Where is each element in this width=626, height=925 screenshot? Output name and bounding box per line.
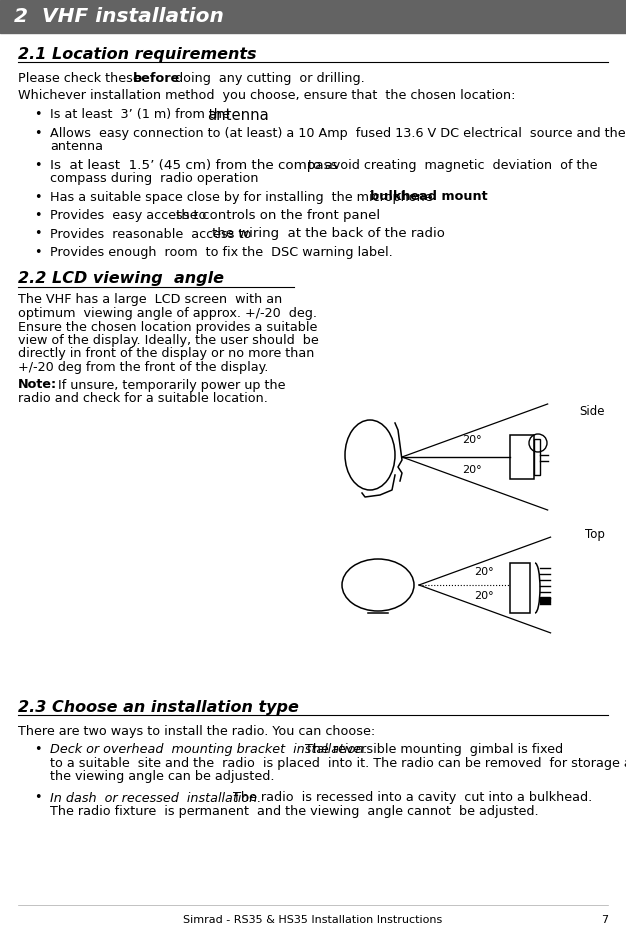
Text: 2  VHF installation: 2 VHF installation xyxy=(14,6,224,26)
Text: •: • xyxy=(34,209,41,222)
Text: The radio  is recessed into a cavity  cut into a bulkhead.: The radio is recessed into a cavity cut … xyxy=(225,792,592,805)
Text: 2.3 Choose an installation type: 2.3 Choose an installation type xyxy=(18,700,299,715)
Text: •: • xyxy=(34,246,41,259)
Text: view of the display. Ideally, the user should  be: view of the display. Ideally, the user s… xyxy=(18,334,319,347)
Text: antenna: antenna xyxy=(50,140,103,153)
Text: compass during  radio operation: compass during radio operation xyxy=(50,172,259,185)
Text: 2.1 Location requirements: 2.1 Location requirements xyxy=(18,47,257,62)
Text: Has a suitable space close by for installing  the microphone: Has a suitable space close by for instal… xyxy=(50,191,441,204)
Text: •: • xyxy=(34,792,41,805)
Text: •: • xyxy=(34,158,41,171)
Text: The reversible mounting  gimbal is fixed: The reversible mounting gimbal is fixed xyxy=(297,743,563,756)
Text: The VHF has a large  LCD screen  with an: The VHF has a large LCD screen with an xyxy=(18,293,282,306)
Text: the controls on the front panel: the controls on the front panel xyxy=(176,209,380,222)
Text: doing  any cutting  or drilling.: doing any cutting or drilling. xyxy=(167,72,365,85)
Text: There are two ways to install the radio. You can choose:: There are two ways to install the radio.… xyxy=(18,725,375,738)
Text: Note:: Note: xyxy=(18,378,57,391)
Text: Provides  reasonable  access to: Provides reasonable access to xyxy=(50,228,255,240)
Text: •: • xyxy=(34,743,41,756)
Text: Side: Side xyxy=(580,405,605,418)
Text: 2.2 LCD viewing  angle: 2.2 LCD viewing angle xyxy=(18,272,224,287)
Text: 20°: 20° xyxy=(462,465,481,475)
Text: the viewing angle can be adjusted.: the viewing angle can be adjusted. xyxy=(50,770,274,783)
Text: Is at least  3’ (1 m) from the: Is at least 3’ (1 m) from the xyxy=(50,108,238,121)
Text: The radio fixture  is permanent  and the viewing  angle cannot  be adjusted.: The radio fixture is permanent and the v… xyxy=(50,805,538,818)
Text: Whichever installation method  you choose, ensure that  the chosen location:: Whichever installation method you choose… xyxy=(18,89,515,102)
Text: +/-20 deg from the front of the display.: +/-20 deg from the front of the display. xyxy=(18,361,269,374)
Text: Top: Top xyxy=(585,528,605,541)
Text: 20°: 20° xyxy=(474,567,494,577)
Text: •: • xyxy=(34,191,41,204)
Text: to avoid creating  magnetic  deviation  of the: to avoid creating magnetic deviation of … xyxy=(300,158,597,171)
Text: before: before xyxy=(133,72,180,85)
Bar xyxy=(534,439,540,475)
Text: If unsure, temporarily power up the: If unsure, temporarily power up the xyxy=(50,378,285,391)
Text: directly in front of the display or no more than: directly in front of the display or no m… xyxy=(18,348,314,361)
Bar xyxy=(540,597,550,603)
Text: Please check these: Please check these xyxy=(18,72,145,85)
Text: •: • xyxy=(34,228,41,240)
Text: Deck or overhead  mounting bracket  installation.: Deck or overhead mounting bracket instal… xyxy=(50,743,367,756)
Text: to a suitable  site and the  radio  is placed  into it. The radio can be removed: to a suitable site and the radio is plac… xyxy=(50,757,626,770)
Text: Provides enough  room  to fix the  DSC warning label.: Provides enough room to fix the DSC warn… xyxy=(50,246,393,259)
Text: 20°: 20° xyxy=(462,435,481,445)
Text: optimum  viewing angle of approx. +/-20  deg.: optimum viewing angle of approx. +/-20 d… xyxy=(18,307,317,320)
Text: 7: 7 xyxy=(601,915,608,925)
Text: •: • xyxy=(34,127,41,140)
Text: In dash  or recessed  installation.: In dash or recessed installation. xyxy=(50,792,261,805)
Text: radio and check for a suitable location.: radio and check for a suitable location. xyxy=(18,392,268,405)
Text: Simrad - RS35 & HS35 Installation Instructions: Simrad - RS35 & HS35 Installation Instru… xyxy=(183,915,443,925)
Text: Allows  easy connection to (at least) a 10 Amp  fused 13.6 V DC electrical  sour: Allows easy connection to (at least) a 1… xyxy=(50,127,625,140)
Bar xyxy=(510,435,534,479)
Bar xyxy=(510,563,530,613)
Text: antenna: antenna xyxy=(207,108,269,123)
Text: Ensure the chosen location provides a suitable: Ensure the chosen location provides a su… xyxy=(18,320,317,334)
Text: 20°: 20° xyxy=(474,591,494,601)
Text: Provides  easy access to: Provides easy access to xyxy=(50,209,210,222)
Text: the wiring  at the back of the radio: the wiring at the back of the radio xyxy=(212,228,445,240)
Text: Is  at least  1.5’ (45 cm) from the compass: Is at least 1.5’ (45 cm) from the compas… xyxy=(50,158,337,171)
Text: •: • xyxy=(34,108,41,121)
Bar xyxy=(0,0,626,33)
Text: bulkhead mount: bulkhead mount xyxy=(370,191,488,204)
